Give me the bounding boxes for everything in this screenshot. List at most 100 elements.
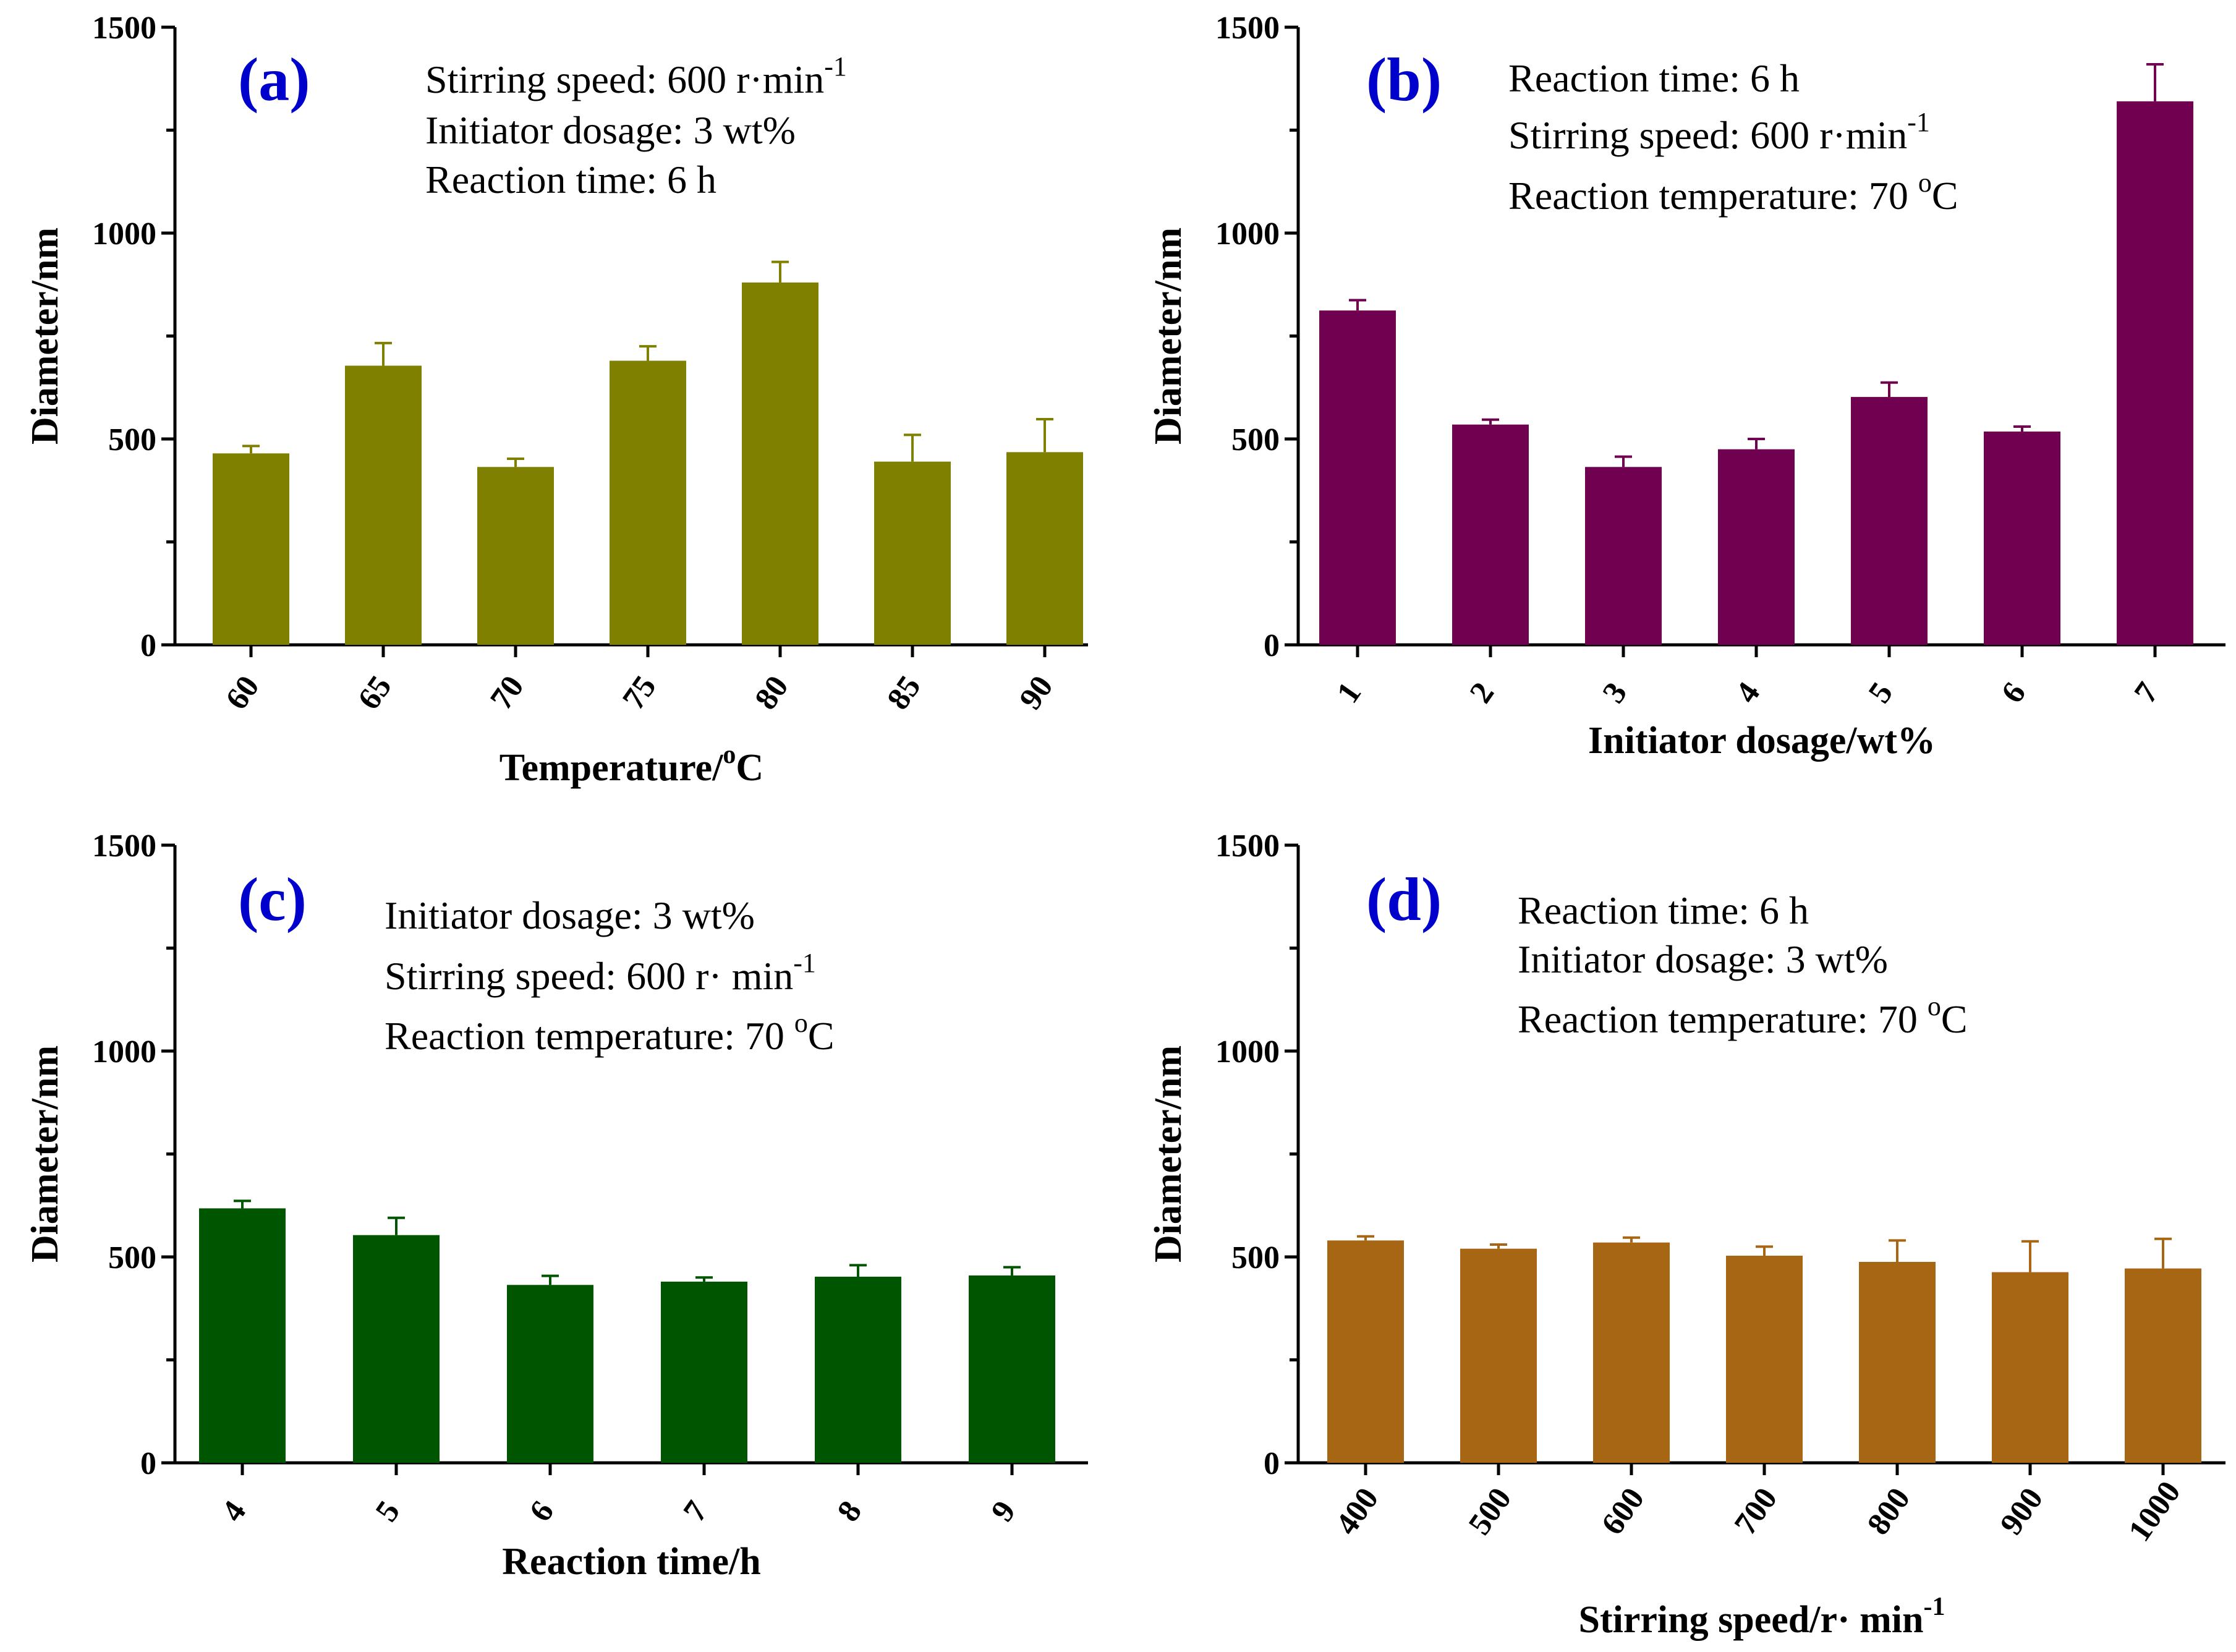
y-tick-label: 1500 [1215,828,1280,864]
annotation-text: Stirring speed: 600 r·min [425,57,824,101]
bar [1984,432,2060,645]
chart-panel-a: 0 500 1000 1500 Diameter/nm 60 65 70 75 80 85 90 Tem… [24,11,1088,789]
y-tick-label: 1000 [92,1034,156,1070]
annotation-line: Reaction temperature: 70 oC [1518,991,1968,1041]
annotation-line: Stirring speed: 600 r·min-1 [425,51,847,101]
x-tick-label: 6 [1995,676,2033,710]
x-tick-label: 90 [1013,670,1060,716]
bar [2125,1268,2201,1463]
annotation-text: Reaction time: 6 h [1518,888,1809,932]
x-tick-label: 70 [483,670,531,716]
x-tick-label: 4 [215,1495,253,1528]
annotation-sup: -1 [1907,107,1930,137]
annotation-tail: C [808,1014,835,1058]
x-tick-label: 65 [351,670,399,716]
y-tick-label: 1500 [92,828,156,864]
bar [507,1285,593,1463]
x-tick-label: 5 [1862,676,1900,710]
y-axis-title: Diameter/nm [24,228,66,445]
x-tick-label: 3 [1596,676,1634,710]
annotation-line: Reaction time: 6 h [1508,56,1800,100]
x-axis-title: Initiator dosage/wt% [1588,720,1936,762]
panel-label: (b) [1366,45,1442,114]
annotation-text: Reaction temperature: 70 [1508,174,1918,218]
bar [477,467,554,645]
bar [1327,1240,1404,1463]
annotation-line: Reaction time: 6 h [1518,888,1809,932]
x-axis-title-main: Temperature/ [499,747,723,789]
bar [1452,424,1529,645]
bar [213,453,289,645]
bar [1319,310,1396,645]
y-tick-label: 1500 [92,11,156,46]
x-tick-label: 400 [1329,1481,1385,1541]
x-tick-label: 700 [1728,1481,1784,1541]
x-axis-title: Reaction time/h [502,1541,760,1583]
x-tick-label: 7 [2128,676,2166,710]
x-tick-label: 8 [831,1495,869,1528]
bar [1585,467,1662,645]
y-tick-label: 1000 [92,216,156,252]
bar [815,1276,901,1463]
annotation-sup: o [1918,168,1932,198]
annotation-sup: -1 [824,51,847,82]
x-axis-title: Temperature/oC [499,741,763,789]
bar [1006,452,1083,645]
annotation-text: Stirring speed: 600 r·min [1508,113,1907,157]
y-tick-label: 0 [140,628,156,663]
x-tick-label: 600 [1595,1481,1651,1541]
y-tick-label: 1000 [1215,216,1280,252]
x-axis-title-sup: o [723,741,736,769]
x-tick-label: 1 [1330,676,1369,710]
x-axis-title-sup: -1 [1924,1593,1945,1621]
annotation-text: Stirring speed: 600 r· min [385,954,793,998]
annotation-line: Initiator dosage: 3 wt% [385,893,755,937]
y-tick-label: 1500 [1215,11,1280,46]
x-tick-label: 1000 [2122,1475,2187,1548]
y-axis-title: Diameter/nm [24,1045,66,1262]
annotation-tail: C [1932,174,1958,218]
annotation-line: Initiator dosage: 3 wt% [1518,937,1888,981]
bar [1718,449,1795,645]
annotation-tail: C [1941,997,1968,1041]
annotation-text: Initiator dosage: 3 wt% [385,893,755,937]
x-tick-label: 75 [616,670,663,716]
x-tick-label: 80 [748,670,796,716]
x-tick-label: 7 [677,1495,715,1528]
annotation-text: Reaction time: 6 h [425,158,716,202]
chart-panel-b: 0 500 1000 1500 Diameter/nm 1 2 3 4 5 6 7 Initiator … [1147,11,2225,762]
annotation-line: Initiator dosage: 3 wt% [425,108,796,152]
bar [1851,397,1928,645]
annotation-sup: o [794,1008,808,1038]
annotation-text: Reaction temperature: 70 [385,1014,794,1058]
x-tick-label: 5 [369,1495,407,1528]
x-axis-title: Stirring speed/r· min-1 [1579,1593,1945,1641]
bar [874,461,951,645]
x-tick-label: 900 [1994,1481,2050,1541]
y-axis-title: Diameter/nm [1147,1045,1189,1262]
y-tick-label: 0 [1264,628,1280,663]
panel-label: (c) [238,865,307,934]
bar [661,1281,747,1463]
bar [1726,1256,1803,1463]
x-tick-label: 500 [1462,1481,1518,1541]
x-tick-label: 9 [985,1495,1023,1528]
annotation-text: Initiator dosage: 3 wt% [425,108,796,152]
annotation-text: Initiator dosage: 3 wt% [1518,937,1888,981]
bar [1859,1261,1936,1463]
panel-label: (d) [1366,865,1442,934]
x-axis-title-tail: C [736,747,763,789]
x-tick-label: 60 [219,670,266,716]
bar [742,282,818,645]
y-tick-label: 500 [1231,1240,1280,1275]
y-tick-label: 1000 [1215,1034,1280,1070]
annotation-line: Stirring speed: 600 r· min-1 [385,948,816,998]
x-tick-label: 800 [1861,1481,1917,1541]
x-axis-title-main: Initiator dosage/wt% [1588,720,1936,762]
annotation-sup: -1 [793,948,816,978]
y-tick-label: 500 [108,1240,156,1275]
bar [1460,1248,1537,1463]
y-tick-label: 500 [1231,422,1280,458]
x-axis-title-main: Stirring speed/r· min [1579,1599,1924,1641]
